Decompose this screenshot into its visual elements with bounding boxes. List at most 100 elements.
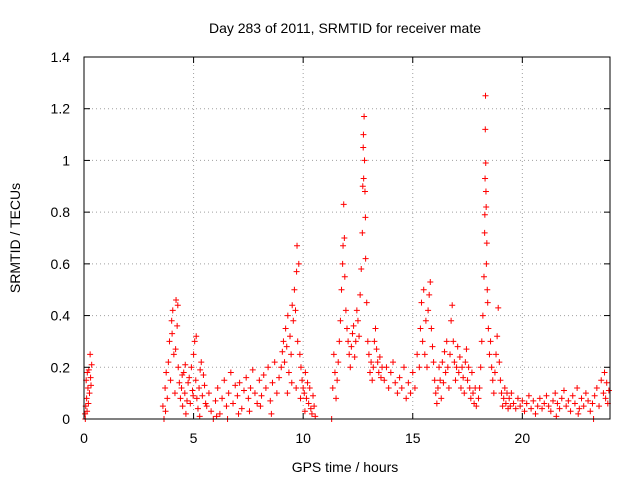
data-point xyxy=(481,229,488,236)
data-point xyxy=(394,390,401,397)
data-point xyxy=(444,364,451,371)
data-point xyxy=(213,413,220,420)
data-point xyxy=(201,382,208,389)
data-point xyxy=(196,384,203,391)
data-point xyxy=(331,369,338,376)
data-point xyxy=(383,364,390,371)
data-point xyxy=(176,379,183,386)
data-point xyxy=(421,351,428,358)
data-point xyxy=(484,286,491,293)
data-point xyxy=(370,364,377,371)
data-point xyxy=(164,395,171,402)
data-point xyxy=(299,377,306,384)
data-point xyxy=(550,397,557,404)
data-point xyxy=(336,338,343,345)
data-point xyxy=(280,338,287,345)
data-point xyxy=(87,351,94,358)
data-point xyxy=(433,400,440,407)
data-point xyxy=(419,338,426,345)
data-point xyxy=(232,382,239,389)
data-point xyxy=(482,188,489,195)
data-point xyxy=(162,408,169,415)
data-point xyxy=(418,299,425,306)
data-point xyxy=(84,408,91,415)
data-point xyxy=(190,392,197,399)
data-point xyxy=(507,403,514,410)
data-point xyxy=(451,359,458,366)
data-point xyxy=(200,372,207,379)
data-point xyxy=(221,377,228,384)
data-point xyxy=(521,408,528,415)
data-point xyxy=(168,317,175,324)
data-point xyxy=(246,408,253,415)
data-point xyxy=(423,364,430,371)
data-point xyxy=(307,405,314,412)
data-point xyxy=(428,325,435,332)
data-point xyxy=(166,338,173,345)
data-point xyxy=(593,384,600,391)
data-point xyxy=(293,268,300,275)
data-point xyxy=(202,400,209,407)
data-point xyxy=(375,369,382,376)
data-point xyxy=(203,403,210,410)
data-point xyxy=(495,304,502,311)
data-point xyxy=(493,351,500,358)
data-point xyxy=(553,413,560,420)
data-point xyxy=(461,390,468,397)
data-point xyxy=(545,403,552,410)
data-point xyxy=(486,351,493,358)
data-point xyxy=(360,144,367,151)
data-point xyxy=(455,369,462,376)
data-point xyxy=(602,395,609,402)
chart-title: Day 283 of 2011, SRMTID for receiver mat… xyxy=(209,20,481,36)
data-point xyxy=(580,403,587,410)
data-point xyxy=(354,317,361,324)
data-point xyxy=(420,286,427,293)
data-point xyxy=(479,312,486,319)
data-point xyxy=(162,384,169,391)
data-point xyxy=(440,379,447,386)
data-point xyxy=(464,377,471,384)
data-point xyxy=(482,126,489,133)
data-point xyxy=(502,400,509,407)
data-point xyxy=(589,400,596,407)
data-point xyxy=(345,338,352,345)
data-point xyxy=(501,384,508,391)
data-point xyxy=(285,369,292,376)
data-point xyxy=(452,377,459,384)
data-point xyxy=(282,325,289,332)
data-point xyxy=(571,400,578,407)
data-point xyxy=(476,384,483,391)
data-point xyxy=(265,364,272,371)
data-point xyxy=(85,366,92,373)
x-tick-label: 20 xyxy=(515,430,531,446)
data-point xyxy=(361,157,368,164)
data-point xyxy=(554,400,561,407)
data-point xyxy=(301,390,308,397)
data-point xyxy=(163,369,170,376)
y-tick-label: 0.8 xyxy=(51,204,71,220)
data-point xyxy=(268,410,275,417)
data-point xyxy=(381,377,388,384)
data-point xyxy=(194,405,201,412)
data-point xyxy=(189,387,196,394)
data-point xyxy=(517,403,524,410)
data-point xyxy=(361,188,368,195)
data-point xyxy=(541,400,548,407)
data-point xyxy=(454,343,461,350)
data-point xyxy=(199,392,206,399)
data-point xyxy=(449,302,456,309)
data-point xyxy=(434,384,441,391)
data-point xyxy=(478,338,485,345)
data-point xyxy=(603,379,610,386)
data-point xyxy=(443,338,450,345)
data-point xyxy=(347,364,354,371)
data-point xyxy=(85,400,92,407)
data-point xyxy=(169,330,176,337)
data-point xyxy=(312,413,319,420)
data-point xyxy=(234,392,241,399)
data-point xyxy=(519,397,526,404)
data-point xyxy=(172,346,179,353)
data-point xyxy=(174,302,181,309)
data-point xyxy=(348,343,355,350)
